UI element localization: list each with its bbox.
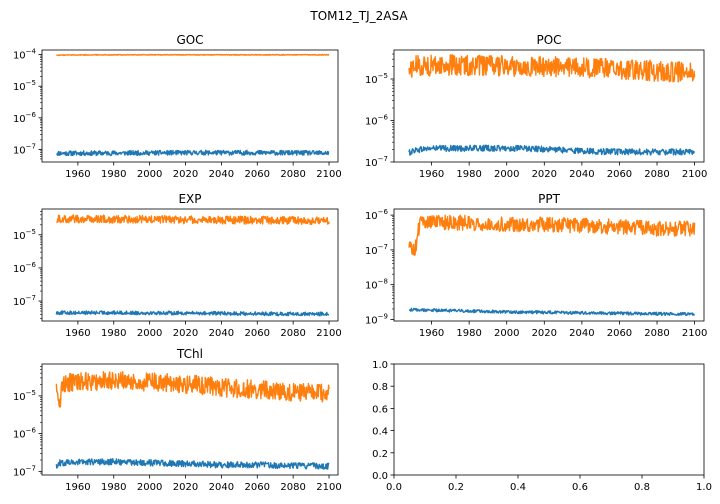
x-tick-label: 0.2 — [448, 482, 464, 493]
x-tick-label: 1960 — [65, 169, 90, 180]
x-tick-label: 2040 — [209, 328, 234, 339]
x-tick-label: 0.8 — [634, 482, 650, 493]
y-tick-label: 10−5 — [13, 228, 36, 242]
x-tick-label: 2080 — [280, 169, 305, 180]
x-tick-label: 2080 — [644, 169, 669, 180]
y-tick-label: 10−5 — [13, 389, 36, 403]
panel-empty: 0.0 0.2 0.4 0.6 0.8 1.0 0.0 0.2 0.4 0.6 0.8 1.0 — [372, 360, 712, 493]
x-tick-label: 2020 — [532, 328, 557, 339]
series-line-2 — [56, 214, 330, 226]
x-tick-label: 1980 — [101, 328, 126, 339]
y-tick-label: 10−6 — [365, 208, 389, 222]
x-tick-label: 2000 — [494, 169, 519, 180]
panel-goc: 1960 1980 2000 2020 2040 2060 2080 2100 10−7 10−6… — [13, 33, 342, 180]
y-tick-label: 0.4 — [372, 427, 388, 438]
x-tick-label: 2080 — [280, 328, 305, 339]
series-line-1 — [56, 149, 330, 157]
y-tick-label: 10−6 — [13, 261, 37, 275]
y-tick-label: 0.0 — [372, 471, 388, 482]
y-tick-label: 10−8 — [365, 278, 388, 292]
y-tick-label: 10−7 — [365, 155, 388, 169]
y-tick-label: 10−6 — [13, 111, 37, 125]
x-tick-label: 2000 — [137, 328, 162, 339]
y-tick-label: 10−5 — [13, 79, 36, 93]
x-tick-label: 2040 — [569, 169, 594, 180]
y-tick-label: 0.8 — [372, 382, 388, 393]
axes-frame — [393, 208, 705, 322]
y-tick-label: 10−5 — [365, 72, 388, 86]
panel-exp: 1960 1980 2000 2020 2040 2060 2080 2100 10−7 10−6… — [13, 192, 342, 339]
x-tick-label: 1960 — [419, 328, 444, 339]
x-tick-label: 2100 — [682, 328, 707, 339]
x-tick-label: 0.0 — [386, 482, 402, 493]
x-tick-label: 1980 — [456, 328, 481, 339]
x-tick-label: 2020 — [173, 482, 198, 493]
y-tick-label: 0.6 — [372, 404, 388, 415]
series-line-1 — [408, 307, 695, 317]
x-tick-label: 2060 — [245, 169, 270, 180]
axes-frame — [41, 49, 339, 163]
series-line-1 — [408, 144, 695, 156]
x-tick-label: 1980 — [456, 169, 481, 180]
x-tick-label: 2000 — [137, 482, 162, 493]
y-tick-label: 0.2 — [372, 449, 388, 460]
y-tick-label: 10−6 — [365, 114, 389, 128]
x-tick-label: 0.6 — [572, 482, 588, 493]
x-tick-label: 2000 — [137, 169, 162, 180]
panel-title: TChl — [176, 347, 203, 361]
x-tick-label: 2060 — [245, 482, 270, 493]
x-tick-label: 2060 — [607, 328, 632, 339]
x-tick-label: 2040 — [569, 328, 594, 339]
x-tick-label: 2040 — [209, 482, 234, 493]
x-tick-label: 1.0 — [696, 482, 712, 493]
x-tick-label: 0.4 — [510, 482, 526, 493]
x-tick-label: 2080 — [644, 328, 669, 339]
x-tick-label: 2020 — [532, 169, 557, 180]
panel-title: PPT — [538, 192, 560, 206]
series-line-1 — [55, 310, 330, 317]
x-tick-label: 2100 — [316, 328, 341, 339]
axes-frame — [393, 49, 705, 163]
y-tick-label: 10−7 — [13, 464, 36, 478]
y-tick-label: 10−6 — [13, 427, 37, 441]
y-tick-label: 10−7 — [365, 243, 388, 257]
x-tick-label: 1980 — [101, 169, 126, 180]
panel-title: POC — [536, 33, 561, 47]
x-tick-label: 2100 — [316, 482, 341, 493]
series-line-2 — [408, 54, 696, 83]
x-tick-label: 1960 — [65, 482, 90, 493]
axes-frame — [41, 208, 339, 322]
x-tick-label: 2060 — [245, 328, 270, 339]
x-tick-label: 2020 — [173, 328, 198, 339]
x-tick-label: 2100 — [682, 169, 707, 180]
x-tick-label: 2080 — [280, 482, 305, 493]
panel-ppt: 1960 1980 2000 2020 2040 2060 2080 2100 10−9 10−8… — [365, 192, 707, 339]
y-tick-label: 10−4 — [13, 48, 37, 62]
x-tick-label: 2040 — [209, 169, 234, 180]
y-tick-label: 10−7 — [13, 294, 36, 308]
panel-title: EXP — [178, 192, 201, 206]
x-tick-label: 2100 — [316, 169, 341, 180]
series-line-2 — [55, 53, 330, 57]
axes-frame — [41, 363, 339, 476]
x-tick-label: 2020 — [173, 169, 198, 180]
x-tick-label: 1960 — [65, 328, 90, 339]
y-tick-label: 1.0 — [372, 360, 388, 371]
x-tick-label: 1980 — [101, 482, 126, 493]
panel-tchl: 1960 1980 2000 2020 2040 2060 2080 2100 10−7 10−6… — [13, 347, 342, 493]
x-tick-label: 2060 — [607, 169, 632, 180]
figure-title: TOM12_TJ_2ASA — [309, 9, 408, 23]
x-tick-label: 2000 — [494, 328, 519, 339]
series-line-2 — [408, 214, 696, 256]
panel-poc: 1960 1980 2000 2020 2040 2060 2080 2100 10−7 10−6… — [365, 33, 707, 180]
x-tick-label: 1960 — [419, 169, 444, 180]
axes-frame — [393, 363, 705, 476]
series-line-2 — [55, 370, 330, 408]
panel-title: GOC — [176, 33, 203, 47]
y-tick-label: 10−7 — [13, 142, 36, 156]
series-line-1 — [55, 458, 330, 470]
y-tick-label: 10−9 — [365, 312, 388, 326]
